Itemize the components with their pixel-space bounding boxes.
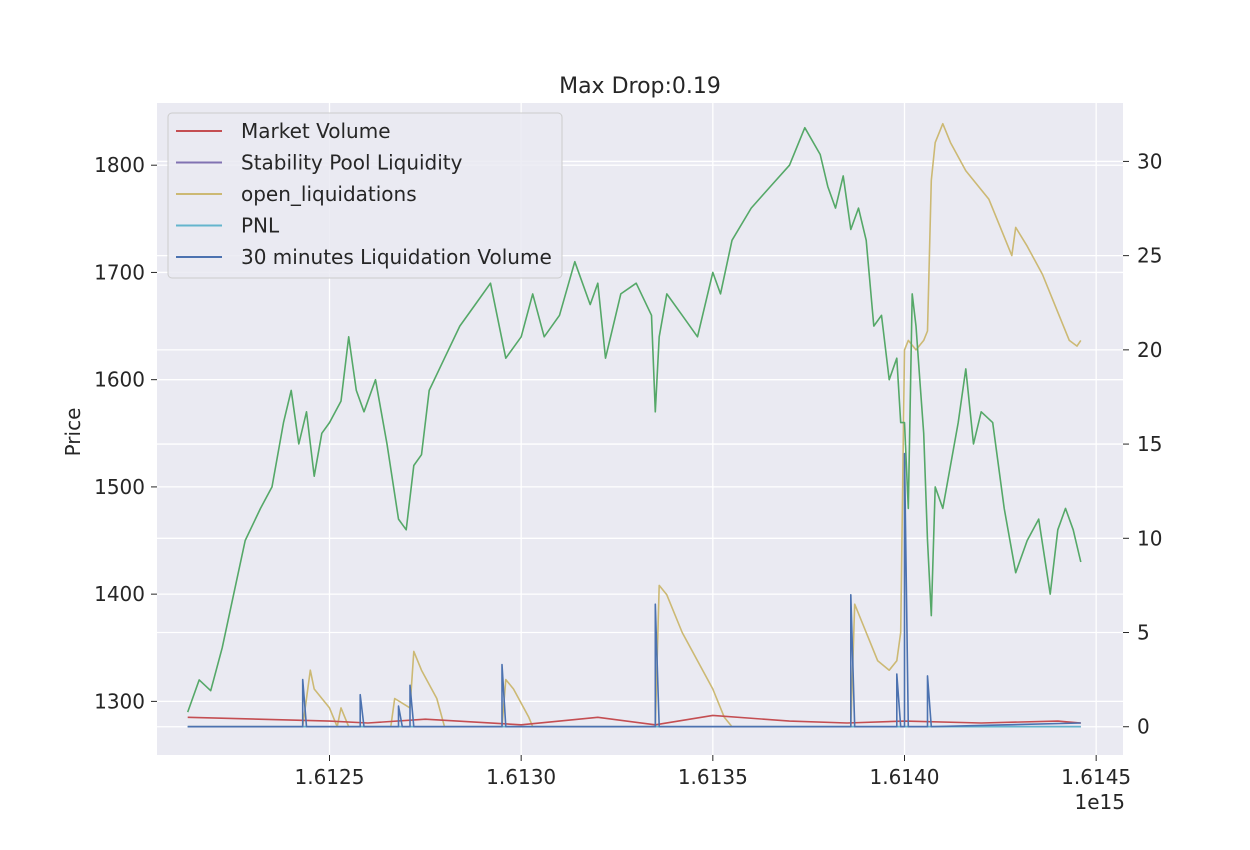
x-axis-ticks: 1.6125 1.6130 1.6135 1.6140 1.6145 [295,755,1131,789]
y-axis-left-ticks: 1300 1400 1500 1600 1700 1800 [94,153,157,713]
y-left-tick-label: 1300 [94,689,145,713]
y-left-tick-label: 1500 [94,475,145,499]
y-right-tick-label: 25 [1137,244,1162,268]
x-tick-label: 1.6130 [486,765,556,789]
x-tick-label: 1.6125 [295,765,365,789]
y-axis-right-ticks: 0 5 10 15 20 25 30 [1123,149,1162,739]
legend-label: Market Volume [241,119,391,143]
y-left-tick-label: 1800 [94,153,145,177]
data-series [186,122,1082,728]
y-left-tick-label: 1600 [94,368,145,392]
y-right-tick-label: 10 [1137,526,1162,550]
y-right-tick-label: 20 [1137,338,1162,362]
x-tick-label: 1.6145 [1061,765,1131,789]
y-axis-label: Price [61,408,85,457]
y-right-tick-label: 5 [1137,621,1150,645]
x-tick-label: 1.6135 [678,765,748,789]
y-left-tick-label: 1400 [94,582,145,606]
x-tick-label: 1.6140 [870,765,940,789]
legend-label: open_liquidations [241,182,417,206]
legend-entries: Market Volume Stability Pool Liquidity ope… [176,119,552,269]
legend-label: PNL [241,214,280,238]
legend-label: 30 minutes Liquidation Volume [241,245,552,269]
y-left-tick-label: 1700 [94,260,145,284]
legend-box [167,112,563,279]
legend: Market Volume Stability Pool Liquidity ope… [167,112,563,279]
legend-label: Stability Pool Liquidity [241,151,463,175]
y-right-tick-label: 0 [1137,715,1150,739]
x-axis-offset-label: 1e15 [1075,790,1125,814]
y-right-tick-label: 30 [1137,149,1162,173]
series-line-price [186,126,1082,713]
y-right-tick-label: 15 [1137,432,1162,456]
series-line-30-minutes-liquidation-volume [187,452,1081,728]
chart-title: Max Drop:0.19 [559,74,721,99]
